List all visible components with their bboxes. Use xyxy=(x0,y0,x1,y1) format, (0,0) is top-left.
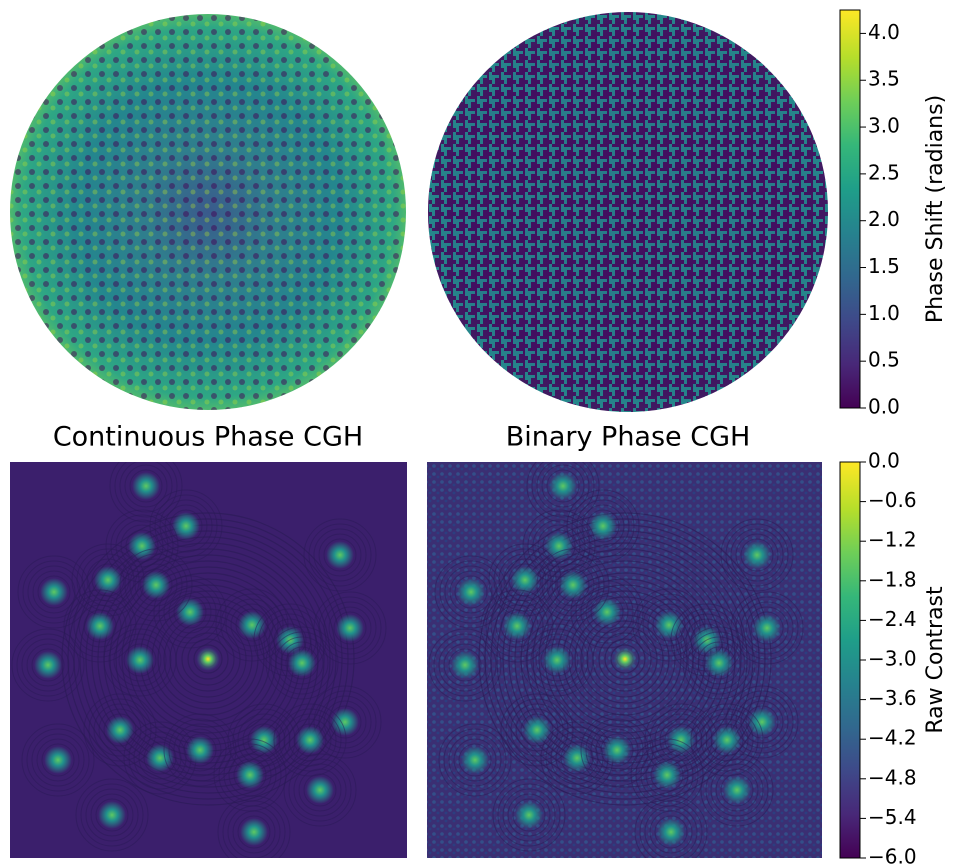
colorbar xyxy=(840,10,860,408)
spot xyxy=(86,612,114,640)
spot xyxy=(142,571,170,599)
tick-label: 3.5 xyxy=(868,67,900,91)
spot xyxy=(296,726,324,754)
spot xyxy=(44,746,72,774)
spot xyxy=(457,578,485,606)
core xyxy=(613,647,637,671)
spot xyxy=(515,801,543,829)
spot xyxy=(545,532,573,560)
psf-binary xyxy=(427,450,822,867)
tick-label: 1.0 xyxy=(868,301,900,325)
tick-label: −3.0 xyxy=(868,647,917,671)
spot xyxy=(336,614,364,642)
tick-label: 0.0 xyxy=(868,449,900,473)
spot xyxy=(713,726,741,754)
spot xyxy=(451,651,479,679)
spot xyxy=(753,614,781,642)
tick-label: 4.0 xyxy=(868,20,900,44)
phase-continuous xyxy=(10,14,406,410)
tick-label: −4.8 xyxy=(868,765,917,789)
colorbar-label: Raw Contrast xyxy=(923,586,948,734)
tick-label: −6.0 xyxy=(868,845,917,867)
spot xyxy=(40,578,68,606)
core xyxy=(196,647,220,671)
spot xyxy=(723,776,751,804)
spot xyxy=(98,801,126,829)
spot xyxy=(128,532,156,560)
tick-label: 3.0 xyxy=(868,114,900,138)
tick-label: 0.5 xyxy=(868,348,900,372)
spot xyxy=(288,649,316,677)
spot xyxy=(238,611,266,639)
tick-label: −3.6 xyxy=(868,686,917,710)
tick-label: 0.0 xyxy=(868,395,900,419)
spot xyxy=(306,776,334,804)
spot xyxy=(523,716,551,744)
spot xyxy=(236,761,264,789)
spot xyxy=(657,818,685,846)
spot xyxy=(34,651,62,679)
panel-title: Continuous Phase CGH xyxy=(53,422,363,453)
tick-label: −0.6 xyxy=(868,488,917,512)
colorbar xyxy=(840,462,860,858)
spot xyxy=(559,571,587,599)
spot xyxy=(132,472,160,500)
spot xyxy=(106,716,134,744)
spot xyxy=(743,541,771,569)
spot xyxy=(653,761,681,789)
phase-binary xyxy=(428,12,828,412)
tick-label: 2.5 xyxy=(868,160,900,184)
tick-label: −1.8 xyxy=(868,567,917,591)
spot xyxy=(655,611,683,639)
spot xyxy=(543,646,571,674)
psf-continuous xyxy=(10,450,407,867)
spot xyxy=(461,746,489,774)
tick-label: −1.2 xyxy=(868,528,917,552)
spot xyxy=(603,736,631,764)
tick-label: −5.4 xyxy=(868,805,917,829)
tick-label: 1.5 xyxy=(868,254,900,278)
spot xyxy=(186,736,214,764)
tick-label: 2.0 xyxy=(868,207,900,231)
colorbar-label: Phase Shift (radians) xyxy=(923,95,948,323)
spot xyxy=(549,472,577,500)
panel-title: Binary Phase CGH xyxy=(506,422,751,453)
spot xyxy=(705,649,733,677)
spot xyxy=(503,612,531,640)
spot xyxy=(126,646,154,674)
spot xyxy=(326,541,354,569)
tick-label: −2.4 xyxy=(868,607,917,631)
spot xyxy=(240,818,268,846)
figure: Continuous Phase CGH Binary Phase CGH Ph… xyxy=(0,0,958,867)
tick-label: −4.2 xyxy=(868,726,917,750)
